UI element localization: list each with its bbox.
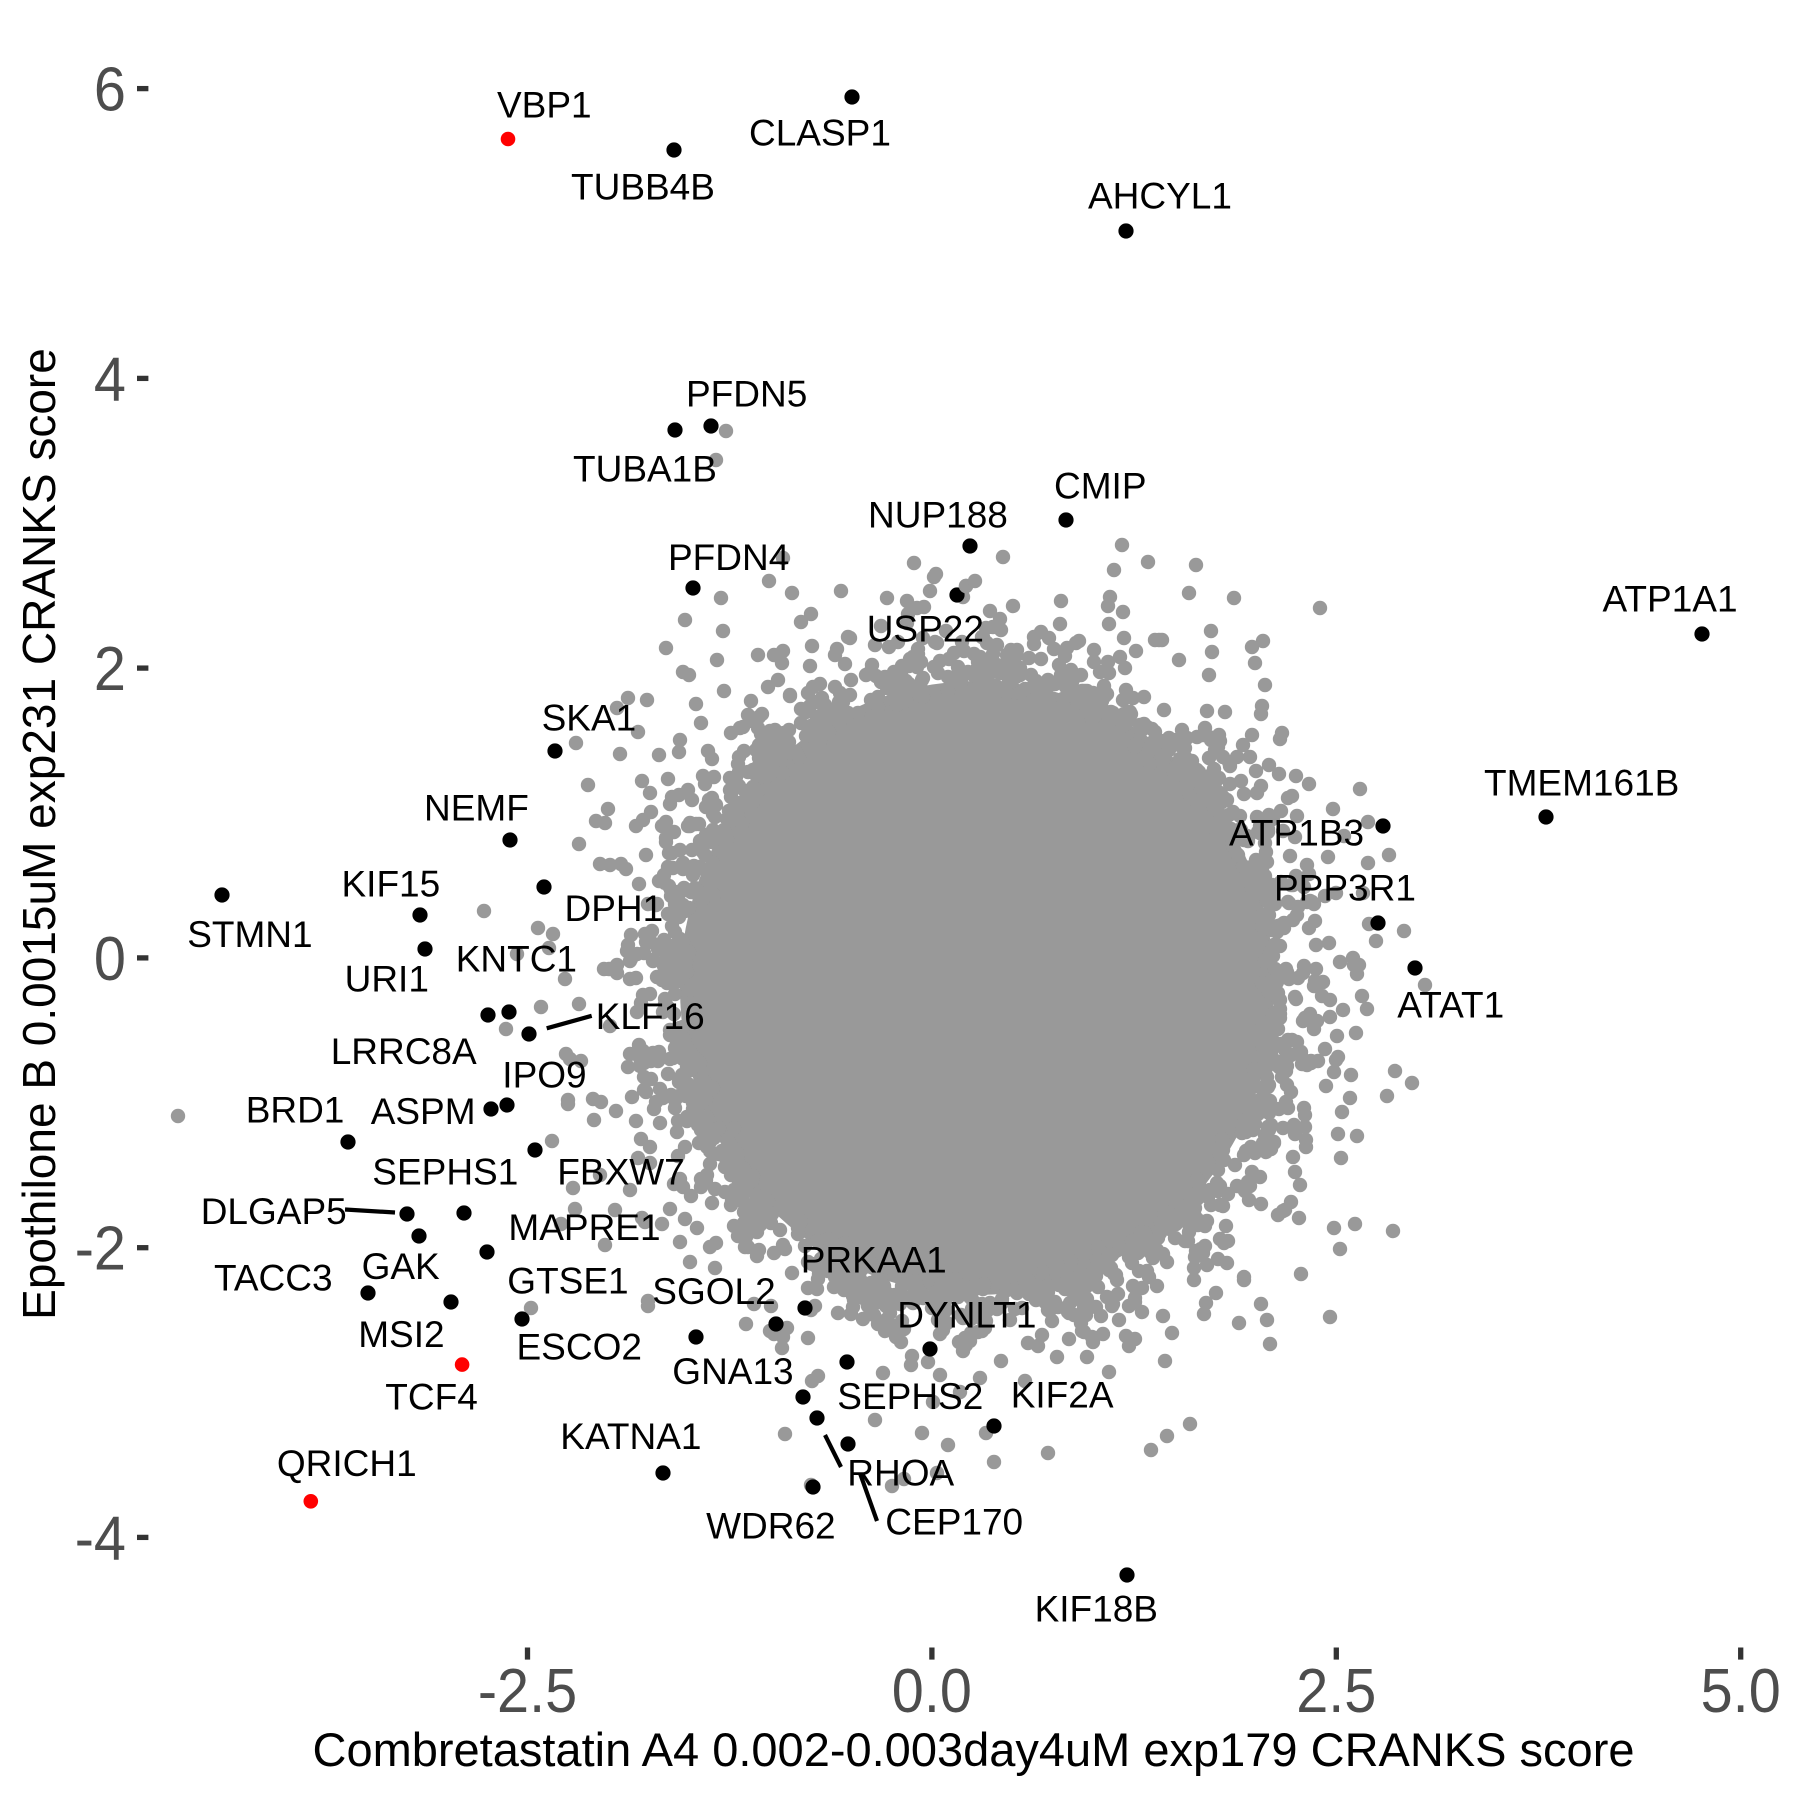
svg-text:-4: -4: [75, 1503, 126, 1572]
svg-text:-2.5: -2.5: [478, 1656, 577, 1725]
svg-text:AHCYL1: AHCYL1: [1088, 175, 1232, 216]
svg-text:TCF4: TCF4: [385, 1376, 478, 1417]
svg-text:QRICH1: QRICH1: [277, 1443, 417, 1484]
svg-text:TMEM161B: TMEM161B: [1484, 763, 1679, 804]
svg-text:KIF15: KIF15: [342, 864, 441, 905]
svg-text:2.5: 2.5: [1296, 1656, 1376, 1725]
svg-text:DLGAP5: DLGAP5: [201, 1191, 347, 1232]
svg-text:SKA1: SKA1: [542, 697, 637, 738]
svg-text:SEPHS1: SEPHS1: [372, 1151, 518, 1192]
svg-text:BRD1: BRD1: [246, 1089, 345, 1130]
svg-text:MSI2: MSI2: [358, 1314, 444, 1355]
svg-text:LRRC8A: LRRC8A: [331, 1031, 477, 1072]
svg-text:ESCO2: ESCO2: [517, 1326, 642, 1367]
svg-text:TUBB4B: TUBB4B: [571, 166, 715, 207]
svg-text:ATP1A1: ATP1A1: [1603, 579, 1738, 620]
svg-text:4: 4: [94, 344, 126, 413]
svg-text:PFDN4: PFDN4: [668, 537, 789, 578]
svg-text:CEP170: CEP170: [885, 1501, 1023, 1542]
svg-text:CMIP: CMIP: [1054, 465, 1147, 506]
svg-text:KIF18B: KIF18B: [1035, 1589, 1158, 1630]
svg-text:ATP1B3: ATP1B3: [1229, 813, 1364, 854]
svg-text:5.0: 5.0: [1701, 1656, 1781, 1725]
svg-text:GNA13: GNA13: [672, 1351, 793, 1392]
svg-text:DPH1: DPH1: [565, 888, 664, 929]
svg-text:WDR62: WDR62: [706, 1506, 836, 1547]
svg-text:NUP188: NUP188: [868, 494, 1008, 535]
svg-text:GTSE1: GTSE1: [507, 1260, 628, 1301]
svg-text:PPP3R1: PPP3R1: [1274, 868, 1416, 909]
svg-text:GAK: GAK: [362, 1246, 440, 1287]
svg-text:KATNA1: KATNA1: [560, 1416, 701, 1457]
svg-text:ASPM: ASPM: [371, 1091, 476, 1132]
svg-text:STMN1: STMN1: [187, 914, 312, 955]
svg-text:-2: -2: [75, 1214, 126, 1283]
svg-text:KIF2A: KIF2A: [1011, 1374, 1114, 1415]
svg-text:RHOA: RHOA: [847, 1453, 954, 1494]
svg-text:PFDN5: PFDN5: [686, 373, 807, 414]
svg-text:DYNLT1: DYNLT1: [897, 1294, 1036, 1335]
svg-text:SGOL2: SGOL2: [652, 1271, 775, 1312]
svg-text:TUBA1B: TUBA1B: [573, 448, 717, 489]
svg-text:TACC3: TACC3: [214, 1258, 333, 1299]
svg-text:FBXW7: FBXW7: [557, 1151, 684, 1192]
svg-text:SEPHS2: SEPHS2: [837, 1376, 983, 1417]
svg-text:MAPRE1: MAPRE1: [508, 1207, 660, 1248]
svg-text:6: 6: [94, 55, 126, 124]
svg-text:VBP1: VBP1: [497, 84, 592, 125]
svg-text:0.0: 0.0: [892, 1656, 972, 1725]
svg-text:KNTC1: KNTC1: [456, 939, 577, 980]
svg-text:KLF16: KLF16: [596, 996, 705, 1037]
svg-text:Combretastatin A4 0.002-0.003d: Combretastatin A4 0.002-0.003day4uM exp1…: [313, 1723, 1635, 1776]
svg-text:2: 2: [94, 634, 126, 703]
svg-text:NEMF: NEMF: [424, 787, 529, 828]
svg-text:Epothilone B 0.0015uM exp231 C: Epothilone B 0.0015uM exp231 CRANKS scor…: [13, 348, 65, 1320]
svg-text:PRKAA1: PRKAA1: [801, 1239, 947, 1280]
svg-text:URI1: URI1: [345, 958, 429, 999]
svg-text:ATAT1: ATAT1: [1397, 984, 1504, 1025]
svg-text:IPO9: IPO9: [502, 1054, 586, 1095]
svg-text:CLASP1: CLASP1: [749, 112, 891, 153]
svg-text:USP22: USP22: [867, 609, 984, 650]
svg-text:0: 0: [94, 924, 126, 993]
